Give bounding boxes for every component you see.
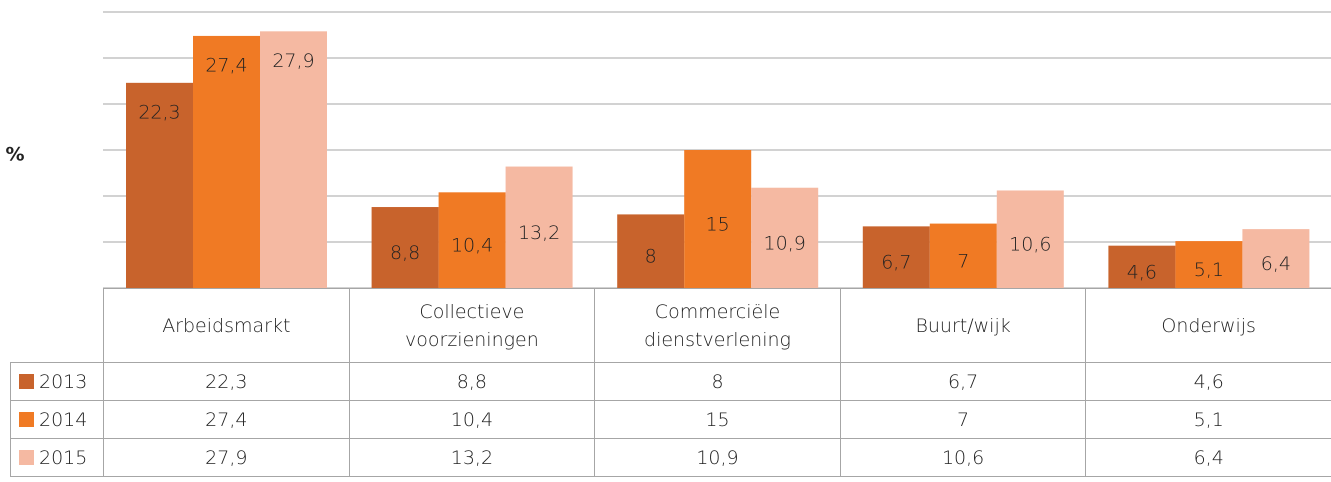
legend-cell: 2015 [10,438,104,477]
table-value: 10,6 [839,438,1087,477]
data-label: 10,9 [764,232,806,254]
data-label: 27,4 [205,54,247,76]
table-value-text: 5,1 [1193,408,1224,431]
table-value-text: 10,9 [696,446,739,469]
category-header: Buurt/wijk [839,288,1087,363]
bar [260,31,327,288]
category-header-text: Onderwijs [1161,314,1256,337]
category-header-text: Commerciële dienstverlening [644,300,791,351]
data-label: 7 [957,250,969,272]
category-header-text: Arbeidsmarkt [162,314,291,337]
table-value-text: 8 [711,370,724,393]
table-value-text: 8,8 [456,370,487,393]
table-value-text: 7 [957,408,970,431]
table-value-text: 27,4 [205,408,248,431]
data-label: 8,8 [390,242,420,264]
table-value-text: 6,7 [947,370,979,393]
legend-swatch [19,374,34,389]
category-header-text: Collectieve voorzieningen [405,300,539,351]
y-axis-label: % [5,144,24,166]
table-value: 5,1 [1085,400,1331,439]
table-value: 6,7 [839,362,1087,401]
table-value: 27,4 [103,400,350,439]
data-label: 4,6 [1127,261,1157,283]
table-value: 15 [594,400,841,439]
table-value-text: 4,6 [1193,370,1224,393]
table-value: 8,8 [348,362,596,401]
data-label: 10,6 [1009,234,1051,256]
data-label: 27,9 [272,50,314,72]
category-header: Commerciële dienstverlening [594,288,841,363]
table-value-text: 10,6 [941,446,985,469]
bar [751,187,819,288]
legend-label: 2014 [39,408,88,431]
category-header: Arbeidsmarkt [103,288,350,363]
bar [371,207,439,288]
table-value: 27,9 [103,438,350,477]
data-label: 13,2 [518,222,560,244]
table-value-text: 27,9 [205,446,248,469]
table-value: 6,4 [1085,438,1331,477]
table-value: 8 [594,362,841,401]
table-value-text: 13,2 [450,446,494,469]
data-label: 6,4 [1261,253,1291,275]
table-value: 4,6 [1085,362,1331,401]
category-header: Collectieve voorzieningen [348,288,596,363]
bar [929,223,997,288]
bar [193,35,260,288]
table-value-text: 15 [705,408,730,431]
table-value-text: 6,4 [1193,446,1224,469]
bar [1242,229,1310,288]
table-value-text: 22,3 [205,370,248,393]
legend-label: 2015 [39,446,88,469]
legend-swatch [19,450,34,465]
bar [126,82,193,288]
category-header-text: Buurt/wijk [915,314,1011,337]
data-label: 6,7 [881,252,911,274]
table-value: 10,4 [348,400,596,439]
category-header: Onderwijs [1085,288,1331,363]
table-value: 22,3 [103,362,350,401]
bar [438,192,506,288]
legend-cell: 2013 [10,362,104,401]
bar [684,150,752,288]
legend-cell: 2014 [10,400,104,439]
data-label: 8 [645,246,657,268]
bar [996,190,1064,288]
data-label: 5,1 [1194,259,1224,281]
table-value: 7 [839,400,1087,439]
table-value-text: 10,4 [450,408,494,431]
table-value: 10,9 [594,438,841,477]
bar [617,214,685,288]
bar [862,226,930,288]
data-label: 22,3 [138,101,180,123]
data-label: 10,4 [451,235,493,257]
bar [1108,245,1176,288]
table-value: 13,2 [348,438,596,477]
legend-swatch [19,412,34,427]
legend-label: 2013 [39,370,88,393]
bar [505,166,573,288]
bar [1175,241,1243,288]
data-label: 15 [706,214,730,236]
